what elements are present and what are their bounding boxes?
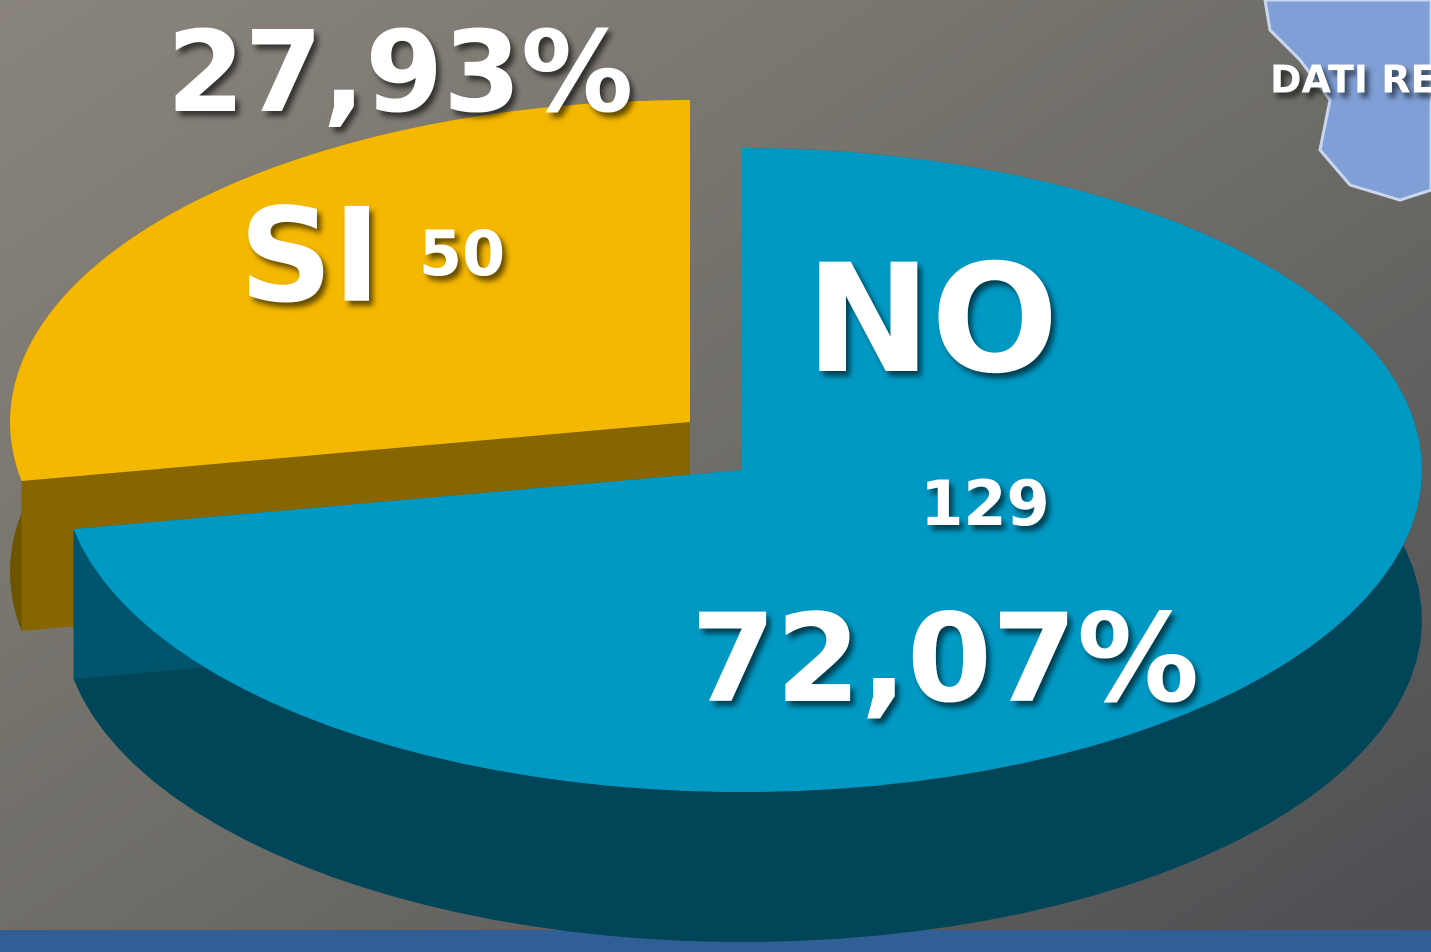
pie-slice <box>10 100 690 482</box>
value-label: 50 <box>419 217 505 290</box>
value-label: 129 <box>920 467 1049 540</box>
pie <box>10 100 1422 942</box>
category-label: NO <box>805 233 1058 407</box>
percent-label: 72,07% <box>691 588 1199 730</box>
pie-slice <box>73 148 1422 792</box>
percent-label: 27,93% <box>167 8 633 138</box>
category-label: SI <box>239 180 381 332</box>
slice-group <box>73 148 1422 942</box>
subtitle: DATI REGIONALI <box>1270 58 1431 102</box>
region-map <box>1263 0 1431 202</box>
